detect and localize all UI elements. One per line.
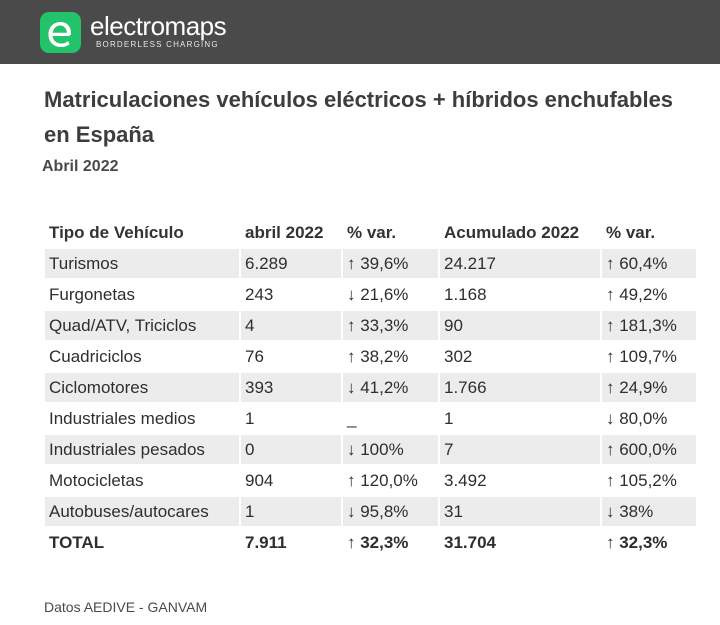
cell-acumulado: 90 — [440, 311, 600, 340]
cell-abril: 0 — [241, 435, 341, 464]
electromaps-logo-icon — [40, 12, 81, 53]
cell-acumulado: 24.217 — [440, 249, 600, 278]
header-tipo: Tipo de Vehículo — [49, 222, 184, 242]
table-row: Autobuses/autocares 1 ↓ 95,8% 31 ↓ 38% — [45, 497, 696, 526]
cell-tipo: Quad/ATV, Triciclos — [45, 311, 239, 340]
cell-var-acumulado: ↑ 109,7% — [606, 346, 677, 366]
cell-acumulado: 7 — [440, 435, 600, 464]
table-row: Cuadriciclos 76 ↑ 38,2% 302 ↑ 109,7% — [45, 342, 696, 371]
cell-abril: 4 — [241, 311, 341, 340]
cell-var-acumulado: ↑ 600,0% — [602, 435, 696, 464]
header-bar: electromaps BORDERLESS CHARGING — [0, 0, 720, 64]
cell-var: ↓ 21,6% — [347, 284, 409, 304]
cell-var-acumulado: ↑ 60,4% — [602, 249, 696, 278]
cell-tipo: Industriales pesados — [45, 435, 239, 464]
table-row: Furgonetas 243 ↓ 21,6% 1.168 ↑ 49,2% — [45, 280, 696, 309]
header-var: % var. — [347, 222, 397, 242]
page-subtitle: Abril 2022 — [42, 158, 119, 175]
source-note: Datos AEDIVE - GANVAM — [44, 599, 208, 615]
cell-tipo: Furgonetas — [49, 284, 135, 304]
cell-acumulado: 3.492 — [444, 470, 487, 490]
table-row: Turismos 6.289 ↑ 39,6% 24.217 ↑ 60,4% — [45, 249, 696, 278]
total-label: TOTAL — [49, 532, 105, 552]
cell-tipo: Turismos — [45, 249, 239, 278]
cell-tipo: Industriales medios — [49, 408, 196, 428]
cell-acumulado: 1.168 — [444, 284, 487, 304]
cell-var-acumulado: ↓ 80,0% — [606, 408, 668, 428]
cell-var-acumulado: ↑ 181,3% — [602, 311, 696, 340]
cell-tipo: Motocicletas — [49, 470, 144, 490]
table-row: Ciclomotores 393 ↓ 41,2% 1.766 ↑ 24,9% — [45, 373, 696, 402]
cell-var: _ — [347, 408, 357, 428]
cell-abril: 1 — [245, 408, 255, 428]
table-row: Industriales pesados 0 ↓ 100% 7 ↑ 600,0% — [45, 435, 696, 464]
cell-abril: 76 — [245, 346, 264, 366]
total-abril: 7.911 — [245, 532, 287, 552]
page-title: Matriculaciones vehículos eléctricos + h… — [44, 87, 674, 147]
table-row: Motocicletas 904 ↑ 120,0% 3.492 ↑ 105,2% — [45, 466, 696, 495]
table-row: Industriales medios 1 _ 1 ↓ 80,0% — [45, 404, 696, 433]
header-var-acumulado: % var. — [606, 222, 656, 242]
total-acumulado: 31.704 — [444, 532, 496, 552]
cell-acumulado: 31 — [440, 497, 600, 526]
cell-var: ↑ 33,3% — [343, 311, 438, 340]
brand-tagline: BORDERLESS CHARGING — [96, 40, 219, 49]
header-abril: abril 2022 — [245, 222, 324, 242]
cell-abril: 1 — [241, 497, 341, 526]
cell-var-acumulado: ↑ 24,9% — [602, 373, 696, 402]
cell-abril: 6.289 — [241, 249, 341, 278]
cell-var: ↓ 95,8% — [343, 497, 438, 526]
cell-tipo: Cuadriciclos — [49, 346, 142, 366]
cell-tipo: Autobuses/autocares — [45, 497, 239, 526]
registrations-table: Tipo de Vehículo abril 2022 % var. Acumu… — [43, 216, 698, 559]
table-header-row: Tipo de Vehículo abril 2022 % var. Acumu… — [45, 218, 696, 247]
cell-var-acumulado: ↓ 38% — [602, 497, 696, 526]
total-var-acumulado: ↑ 32,3% — [606, 532, 668, 552]
cell-var-acumulado: ↑ 49,2% — [606, 284, 668, 304]
cell-abril: 904 — [245, 470, 274, 490]
cell-var: ↑ 38,2% — [347, 346, 409, 366]
table-row: Quad/ATV, Triciclos 4 ↑ 33,3% 90 ↑ 181,3… — [45, 311, 696, 340]
cell-var: ↑ 39,6% — [343, 249, 438, 278]
total-var: ↑ 32,3% — [347, 532, 409, 552]
cell-var: ↑ 120,0% — [347, 470, 418, 490]
cell-tipo: Ciclomotores — [45, 373, 239, 402]
cell-var: ↓ 41,2% — [343, 373, 438, 402]
cell-acumulado: 1 — [444, 408, 454, 428]
cell-var-acumulado: ↑ 105,2% — [606, 470, 677, 490]
cell-acumulado: 302 — [444, 346, 473, 366]
brand-name: electromaps — [90, 11, 227, 41]
cell-acumulado: 1.766 — [440, 373, 600, 402]
cell-abril: 393 — [241, 373, 341, 402]
cell-var: ↓ 100% — [343, 435, 438, 464]
header-acumulado: Acumulado 2022 — [444, 222, 580, 242]
cell-abril: 243 — [245, 284, 274, 304]
table-total-row: TOTAL 7.911 ↑ 32,3% 31.704 ↑ 32,3% — [45, 528, 696, 557]
